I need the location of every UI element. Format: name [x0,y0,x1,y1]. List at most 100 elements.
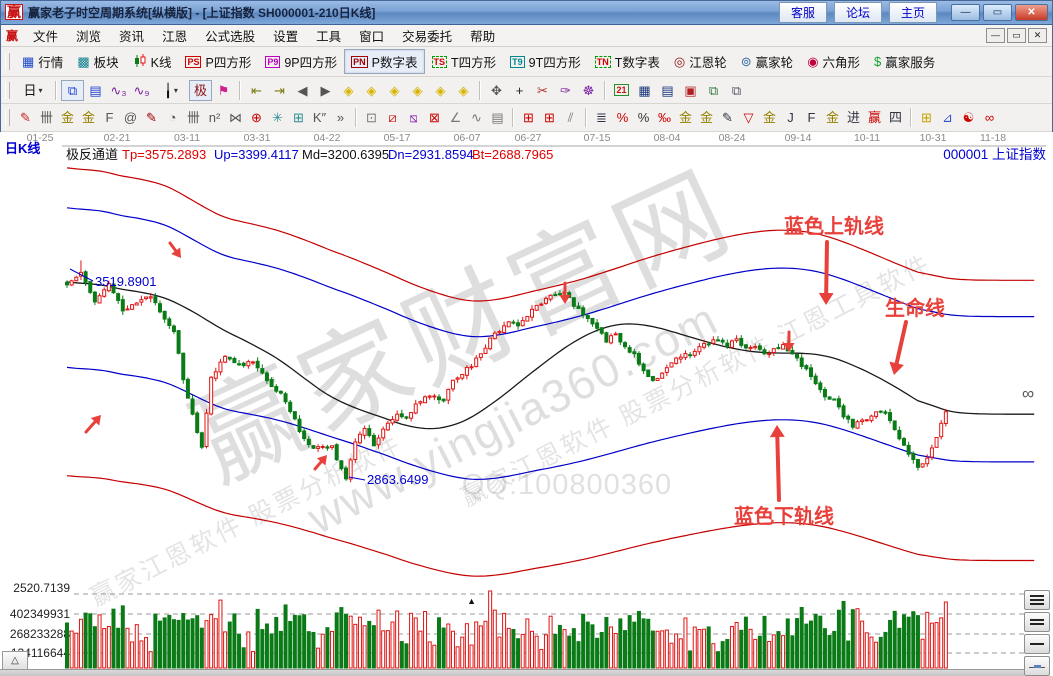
menu-item-0[interactable]: 文件 [24,24,67,47]
price-ruler-tool[interactable]: 卌 [183,107,204,128]
last-bar-button[interactable]: ⇥ [268,80,291,101]
pen-note-tool[interactable]: ✎ [717,107,738,128]
ying-ray-tool[interactable]: 赢 [864,107,885,128]
calendar-button[interactable]: 21 [610,80,633,101]
sectors-button[interactable]: ▩ 板块 [70,49,125,74]
menu-item-1[interactable]: 浏览 [67,24,110,47]
infinity-tool[interactable]: ∞ [979,107,1000,128]
gold-angle-tool[interactable]: 金 [759,107,780,128]
hexagon-button[interactable]: ◉ 六角形 [800,49,867,74]
gold-ruler-a-tool[interactable]: 金 [57,107,78,128]
percent-red-tool[interactable]: % [612,107,633,128]
f-line-tool[interactable]: F [801,107,822,128]
hash-ruler-tool[interactable]: 卌 [36,107,57,128]
info-panel-icon[interactable]: ▤ [84,80,107,101]
gold-line-tool[interactable]: 金 [696,107,717,128]
circle-cross-tool[interactable]: ⊕ [246,107,267,128]
market-quotes-button[interactable]: ▦ 行情 [15,49,70,74]
menu-item-9[interactable]: 帮助 [461,24,504,47]
prev-bar-button[interactable]: ◀ [291,80,314,101]
more-tools-button[interactable]: » [330,107,351,128]
menu-item-2[interactable]: 资讯 [110,24,153,47]
angle-tool[interactable]: ∠ [445,107,466,128]
next-bar-button[interactable]: ▶ [314,80,337,101]
diamond-zoom-out-button[interactable]: ◈ [452,80,475,101]
wave-check-tool[interactable]: ∿ [466,107,487,128]
minimize-button[interactable]: — [951,3,980,21]
candle-style-dropdown[interactable]: ╽ ▾ [153,80,189,101]
crosshair-button[interactable]: + [508,80,531,101]
calculator-button[interactable]: ▦ [633,80,656,101]
jin-ray-tool[interactable]: 进 [843,107,864,128]
winner-wheel-button[interactable]: ⊚ 赢家轮 [734,49,800,74]
titlebar[interactable]: 赢 赢家老子时空周期系统[纵横版] - [上证指数 SH000001-210日K… [0,0,1053,25]
gold-circle-tool[interactable]: 金 [675,107,696,128]
n-square-tool[interactable]: n² [204,107,225,128]
diamond-scroll-right-button[interactable]: ◈ [360,80,383,101]
p9-square-button[interactable]: P9 9P四方形 [258,49,344,74]
gann-wheel-button[interactable]: ◎ 江恩轮 [667,49,734,74]
mdi-close-button[interactable]: ✕ [1028,28,1047,43]
t9-square-button[interactable]: T9 9T四方形 [503,49,588,74]
mdi-minimize-button[interactable]: — [986,28,1005,43]
wave-9-icon[interactable]: ∿₉ [130,80,153,101]
taiji-tool[interactable]: ☯ [958,107,979,128]
homepage-link-button[interactable]: 主页 [888,1,937,23]
time-cycle-tool[interactable]: ◔ [162,107,183,128]
save-button[interactable]: ▣ [679,80,702,101]
pane-count-2-button[interactable] [1024,612,1050,632]
fan-purple-tool[interactable]: ⧅ [403,107,424,128]
t-square-button[interactable]: TS T四方形 [425,49,504,74]
star-grid-tool[interactable]: ✳ [267,107,288,128]
spiral-tool[interactable]: @ [120,107,141,128]
diamond-expand-button[interactable]: ◈ [406,80,429,101]
matrix-grid-tool[interactable]: ⊞ [288,107,309,128]
fan-red-tool[interactable]: ⧄ [382,107,403,128]
w-bottom-tool[interactable]: ▽ [738,107,759,128]
box-tool[interactable]: ⊡ [361,107,382,128]
p-number-table-button[interactable]: PN P数字表 [344,49,425,74]
mdi-restore-button[interactable]: ▭ [1007,28,1026,43]
service-link-button[interactable]: 客服 [778,1,827,23]
parallel-tool[interactable]: ⫽ [560,107,581,128]
zigzag-window-icon[interactable]: ⧉ [61,79,84,101]
forum-link-button[interactable]: 论坛 [833,1,882,23]
red-grid-b-tool[interactable]: ⊞ [539,107,560,128]
scale-list-tool[interactable]: ≣ [591,107,612,128]
trend-chart-tool[interactable]: ⊿ [937,107,958,128]
extreme-channel-icon[interactable]: 极 [189,79,212,101]
p-square-button[interactable]: PS P四方形 [178,49,258,74]
menu-item-7[interactable]: 窗口 [350,24,393,47]
menu-item-4[interactable]: 公式选股 [196,24,264,47]
pencil-tool[interactable]: ✎ [15,107,36,128]
menu-item-5[interactable]: 设置 [264,24,307,47]
grid-box-tool[interactable]: ⊠ [424,107,445,128]
diamond-scroll-left-button[interactable]: ◈ [337,80,360,101]
volume-scale-toggle-button[interactable]: △ [2,651,28,670]
period-day-dropdown[interactable]: 日 ▾ [15,80,51,101]
t-number-table-button[interactable]: TN T数字表 [588,49,667,74]
panel-tool[interactable]: ▤ [487,107,508,128]
red-grid-a-tool[interactable]: ⊞ [518,107,539,128]
transfer-button[interactable]: ⧉ [725,80,748,101]
gold-ruler-b-tool[interactable]: 金 [78,107,99,128]
diamond-compress-button[interactable]: ◈ [383,80,406,101]
yellow-grid-tool[interactable]: ⊞ [916,107,937,128]
menu-item-3[interactable]: 江恩 [153,24,196,47]
permille-tool[interactable]: ‰ [654,107,675,128]
si-ray-tool[interactable]: 四 [885,107,906,128]
kline-button[interactable]: K线 [126,49,179,74]
gold-ray-tool[interactable]: 金 [822,107,843,128]
color-histogram-icon[interactable]: ⚑ [212,80,235,101]
pane-count-1-button[interactable] [1024,634,1050,654]
close-button[interactable]: ✕ [1015,3,1048,21]
restore-button[interactable]: ▭ [983,3,1012,21]
mirror-tool[interactable]: ⋈ [225,107,246,128]
first-bar-button[interactable]: ⇤ [245,80,268,101]
notes-button[interactable]: ▤ [656,80,679,101]
cut-tool-button[interactable]: ✂ [531,80,554,101]
wheel-tool-button[interactable]: ☸ [577,80,600,101]
annotate-pen-button[interactable]: ✑ [554,80,577,101]
wave-3-icon[interactable]: ∿₃ [107,80,130,101]
f-ruler-tool[interactable]: F [99,107,120,128]
